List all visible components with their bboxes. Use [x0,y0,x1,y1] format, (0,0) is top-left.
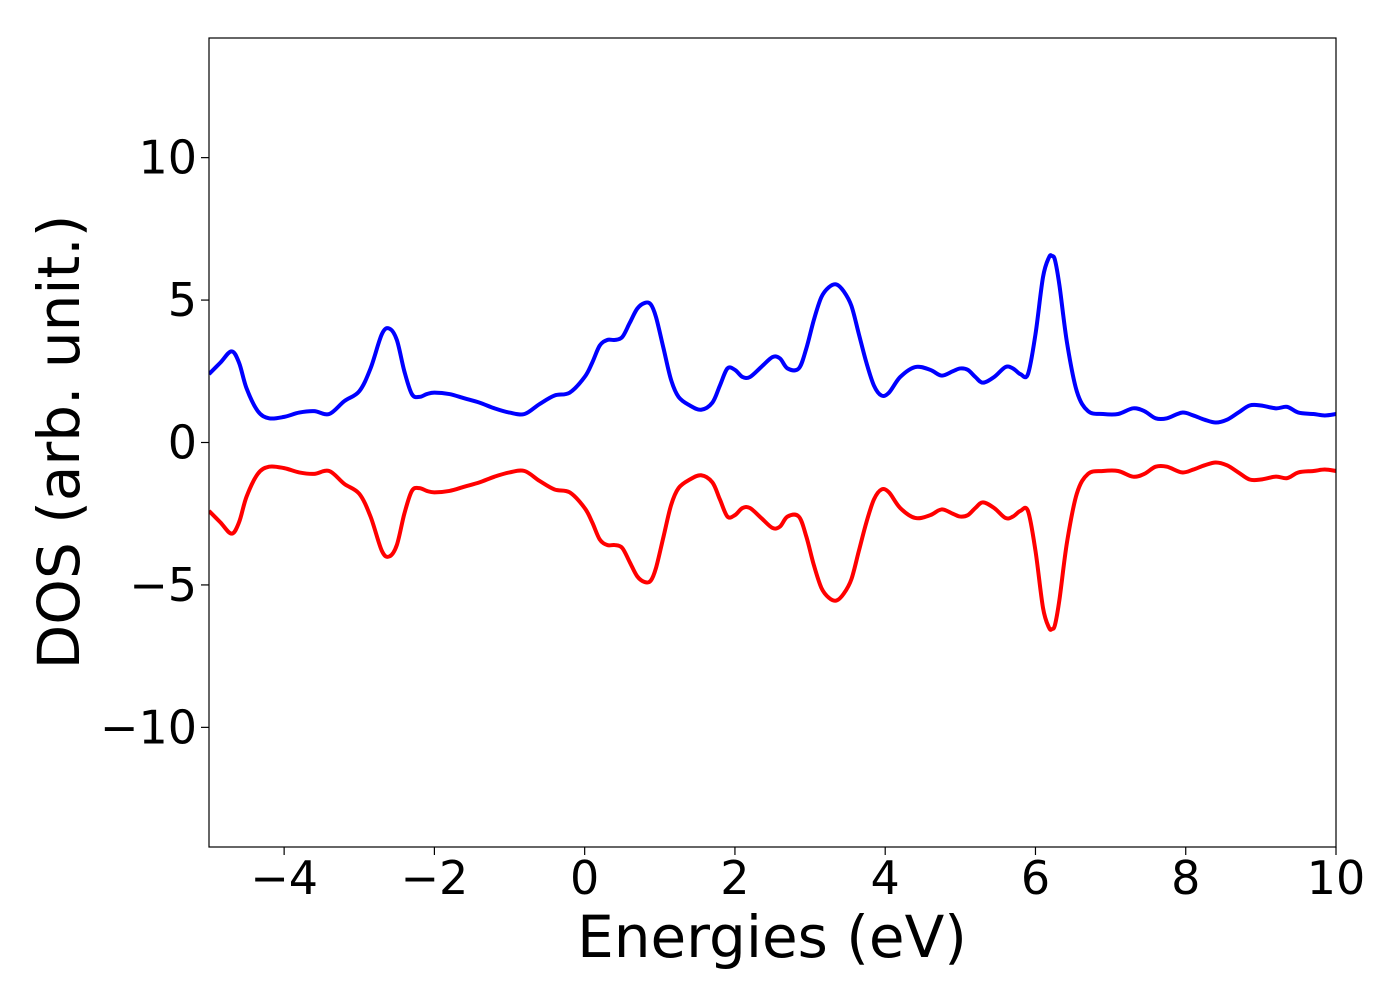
x-tick-label: 8 [1171,851,1200,905]
x-tick-label: 10 [1307,851,1366,905]
x-tick-label: 6 [1021,851,1050,905]
x-tick-label: 4 [871,851,900,905]
y-tick-label: −5 [129,558,197,612]
y-tick-label: 10 [138,131,197,185]
y-axis-title: DOS (arb. unit.) [25,215,93,670]
series-line-spin-down [209,460,1336,632]
series-layer [209,253,1336,632]
x-tick-label: 0 [570,851,599,905]
plot-area [208,37,1337,848]
y-tick-label: −10 [100,700,197,754]
y-tick-label: 0 [168,416,197,470]
x-tick-label: −4 [250,851,318,905]
plot-frame [208,37,1337,848]
y-axis-ticks: 10 5 0 −5 −10 [100,131,209,754]
x-axis-ticks: −4 −2 0 2 4 6 8 10 [250,847,1365,905]
x-tick-label: 2 [720,851,749,905]
x-axis-title: Energies (eV) [577,903,967,971]
x-tick-label: −2 [400,851,468,905]
series-line-spin-up [209,253,1336,425]
y-tick-label: 5 [168,273,197,327]
